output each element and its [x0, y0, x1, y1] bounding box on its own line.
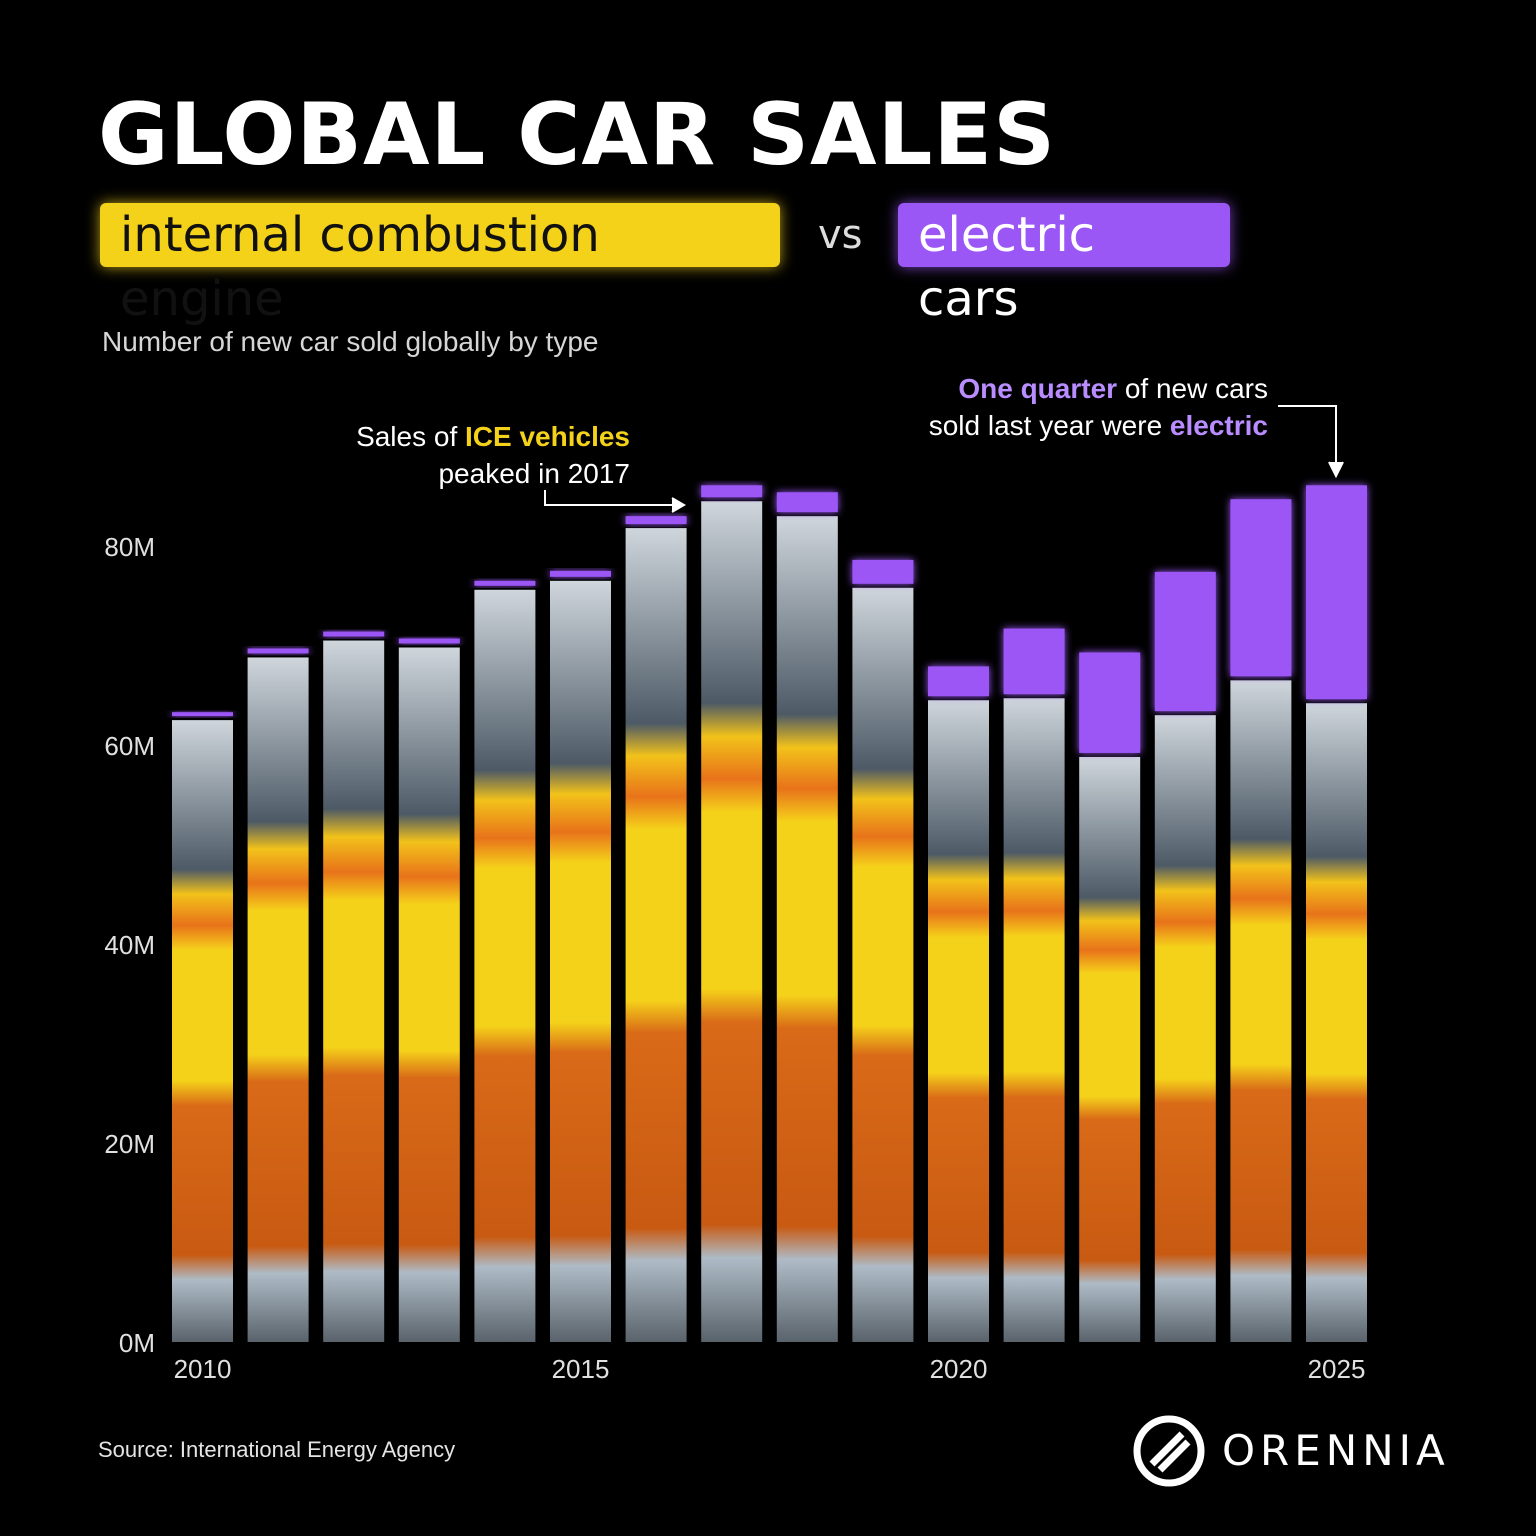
- ev-share-annotation: One quarter of new cars sold last year w…: [929, 370, 1268, 444]
- page-title: GLOBAL CAR SALES: [98, 85, 1057, 185]
- ice-bar-2014: [474, 589, 536, 1342]
- ice-bar-2011: [247, 657, 309, 1342]
- ev-bar-2012: [323, 631, 385, 637]
- ice-bar-2020: [928, 700, 989, 1342]
- ice-peak-arrowhead: [671, 497, 686, 513]
- annotation-text: Sales of: [356, 421, 466, 452]
- ev-bar-2018: [776, 492, 838, 513]
- ice-bar-2021: [1003, 698, 1065, 1342]
- ev-bar-2022: [1079, 652, 1141, 753]
- y-tick-label: 0M: [119, 1328, 155, 1358]
- ice-bar-2015: [550, 580, 611, 1342]
- ev-share-arrowhead: [1328, 461, 1344, 479]
- annotation-highlight: electric: [1169, 410, 1268, 441]
- x-tick-label: 2015: [552, 1354, 610, 1384]
- ice-bar-2013: [398, 647, 460, 1342]
- ice-bar-2024: [1230, 680, 1292, 1342]
- y-tick-label: 20M: [104, 1129, 155, 1159]
- ev-bar-2014: [474, 580, 536, 586]
- ice-bar-2018: [776, 516, 838, 1342]
- ice-bar-2016: [625, 528, 687, 1342]
- ev-bar-2023: [1154, 571, 1216, 712]
- ev-bar-2019: [852, 559, 914, 584]
- x-tick-label: 2025: [1308, 1354, 1366, 1384]
- y-tick-label: 60M: [104, 731, 155, 761]
- ev-bar-2017: [701, 485, 763, 498]
- ice-bar-2023: [1154, 715, 1216, 1342]
- logo-text: ORENNIA: [1222, 1426, 1450, 1475]
- y-tick-label: 40M: [104, 930, 155, 960]
- ice-bar-2017: [701, 501, 763, 1343]
- ev-bar-2024: [1230, 499, 1292, 677]
- ev-bar-2011: [247, 648, 309, 654]
- ev-bar-2015: [550, 570, 611, 577]
- ev-bar-2016: [625, 516, 687, 525]
- ice-peak-arrow: [544, 490, 680, 506]
- ev-bar-2021: [1003, 628, 1065, 695]
- x-tick-label: 2020: [930, 1354, 988, 1384]
- vs-label: vs: [818, 212, 863, 258]
- annotation-highlight: ICE vehicles: [465, 421, 630, 452]
- orennia-logo-icon: [1133, 1415, 1205, 1487]
- ice-bar-2025: [1306, 703, 1367, 1342]
- annotation-text: of new cars: [1117, 373, 1268, 404]
- ev-bar-2013: [398, 638, 460, 644]
- x-tick-label: 2010: [174, 1354, 232, 1384]
- ice-bar-2012: [323, 640, 385, 1342]
- ev-bar-2025: [1306, 485, 1367, 700]
- ev-bar-2020: [928, 666, 989, 697]
- ev-share-arrow: [1278, 405, 1337, 470]
- chart-subtitle: Number of new car sold globally by type: [102, 326, 599, 357]
- annotation-highlight: One quarter: [958, 373, 1118, 404]
- ice-peak-annotation: Sales of ICE vehicles peaked in 2017: [356, 418, 630, 492]
- brand-logo: ORENNIA: [1130, 1412, 1450, 1490]
- ice-bar-2019: [852, 587, 914, 1342]
- annotation-text: peaked in 2017: [438, 458, 630, 489]
- legend-ev-tag: electric cars: [898, 203, 1230, 327]
- ice-bar-2010: [172, 720, 233, 1342]
- source-note: Source: International Energy Agency: [98, 1437, 456, 1462]
- ice-bar-2022: [1079, 756, 1141, 1342]
- ev-bar-2010: [172, 712, 233, 717]
- y-tick-label: 80M: [104, 532, 155, 562]
- annotation-text: sold last year were: [928, 410, 1170, 441]
- legend-ice-tag: internal combustion engine: [100, 203, 780, 327]
